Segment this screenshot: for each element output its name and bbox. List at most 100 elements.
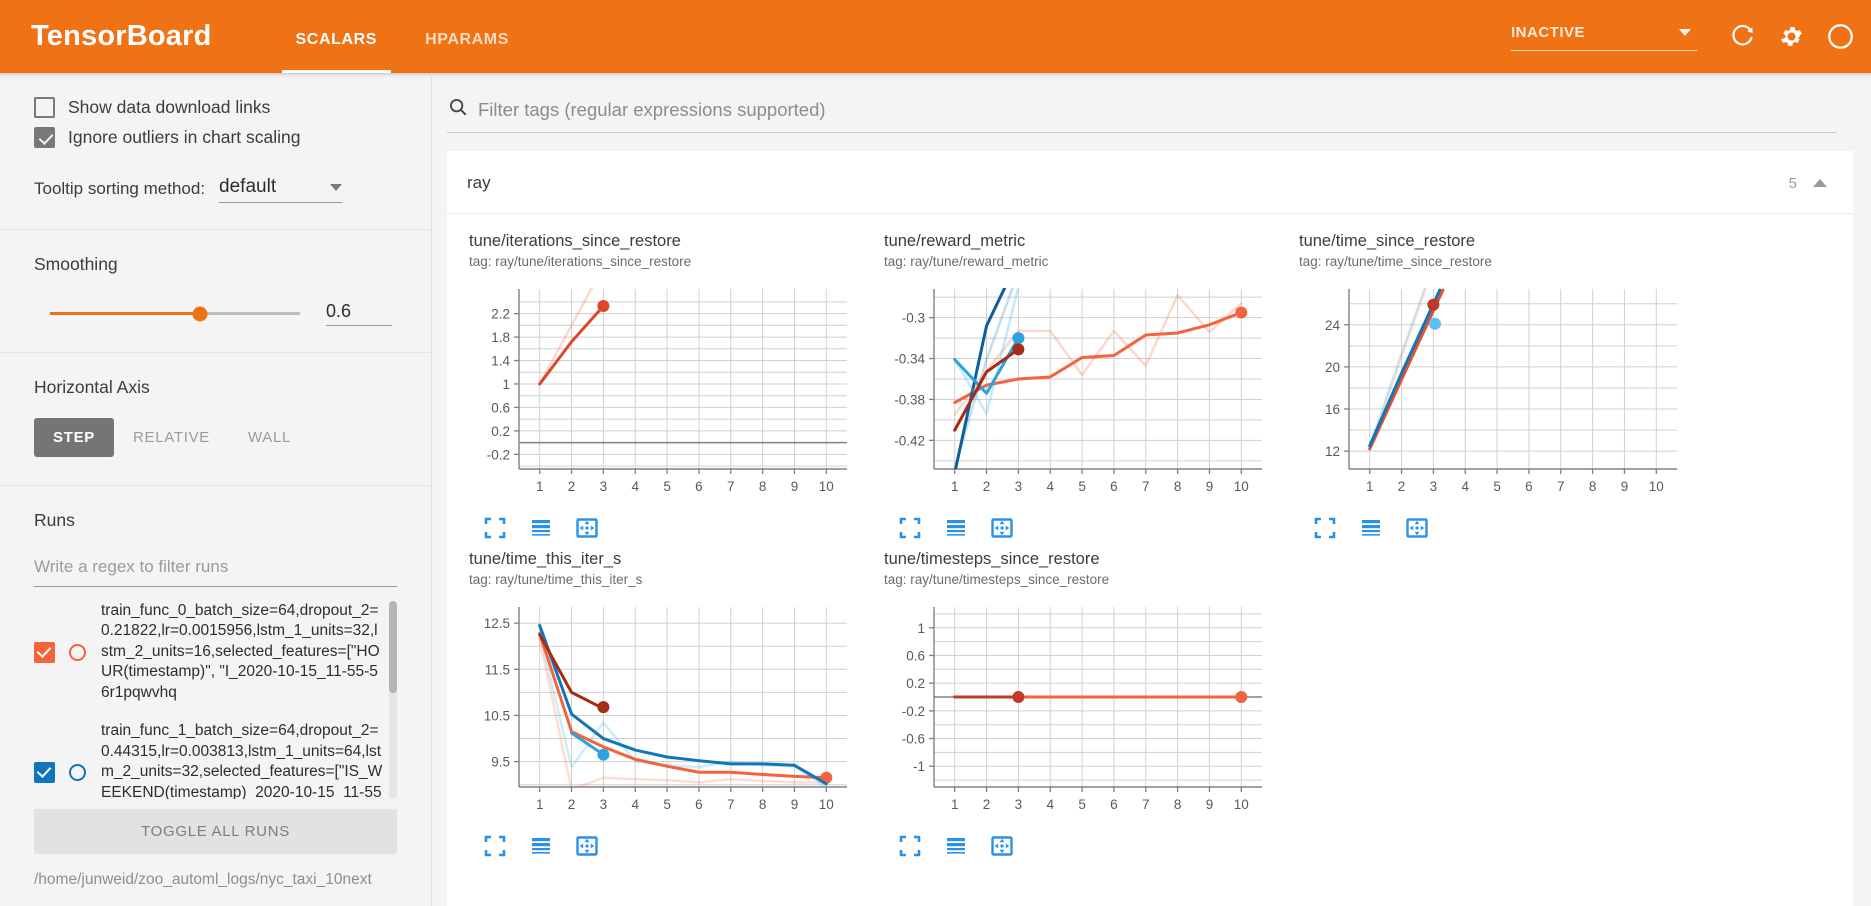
nav-tabs: SCALARS HPARAMS [272,0,533,73]
sidebar: Show data download links Ignore outliers… [0,73,432,906]
divider [0,352,431,353]
gear-icon[interactable] [1778,23,1805,50]
svg-text:4: 4 [631,479,639,494]
ignore-outliers-label: Ignore outliers in chart scaling [68,127,301,147]
haxis-wall-button[interactable]: WALL [248,429,292,446]
tag-group-meta: 5 [1789,175,1827,192]
run-name-label: train_func_0_batch_size=64,dropout_2=0.2… [101,602,380,701]
svg-text:-0.2: -0.2 [487,447,510,462]
tag-filter-row[interactable]: Filter tags (regular expressions support… [447,96,1837,133]
svg-text:9: 9 [1621,479,1629,494]
tooltip-sorting-value: default [219,176,277,197]
tooltip-sorting-row: Tooltip sorting method: default [34,176,397,229]
runs-label: Runs [34,510,75,530]
tab-scalars[interactable]: SCALARS [281,31,391,73]
expand-icon[interactable] [483,516,507,540]
smoothing-slider-thumb[interactable] [192,306,208,321]
toggle-y-axis-icon[interactable] [944,834,968,858]
svg-text:1.4: 1.4 [491,354,510,369]
svg-text:6: 6 [1110,479,1118,494]
chart-tag: tag: ray/tune/reward_metric [884,254,1049,269]
chart-card: tune/timesteps_since_restore tag: ray/tun… [876,550,1291,858]
chart-plot[interactable]: -0.2 0.2 0.6 1 1.4 1.8 2.2 1 2 3 4 5 6 7 8 9 10 [461,277,876,514]
svg-text:0.2: 0.2 [491,424,510,439]
run-list-item[interactable]: train_func_0_batch_size=64,dropout_2=0.2… [34,601,383,703]
show-download-links-row[interactable]: Show data download links [34,97,397,118]
svg-text:-0.2: -0.2 [902,704,925,719]
svg-text:1: 1 [951,797,959,812]
tooltip-sorting-select[interactable]: default [219,176,343,203]
run-color-indicator[interactable] [69,763,86,781]
svg-text:7: 7 [727,479,735,494]
chart-tag: tag: ray/tune/iterations_since_restore [469,254,692,269]
fit-domain-icon[interactable] [990,516,1014,540]
run-checkbox[interactable] [34,761,55,783]
svg-text:11.5: 11.5 [485,662,510,677]
smoothing-slider[interactable] [50,306,300,321]
svg-text:1: 1 [502,377,510,392]
svg-text:7: 7 [1142,479,1150,494]
svg-text:1.8: 1.8 [491,330,510,345]
toggle-y-axis-icon[interactable] [529,516,553,540]
expand-icon[interactable] [483,834,507,858]
expand-icon[interactable] [898,834,922,858]
chart-card: tune/time_this_iter_s tag: ray/tune/time_… [461,550,876,858]
tag-filter-input[interactable]: Filter tags (regular expressions support… [478,98,826,120]
haxis-relative-button[interactable]: RELATIVE [132,429,210,446]
svg-text:20: 20 [1325,360,1340,375]
runs-scrollbar[interactable] [389,601,397,799]
svg-text:8: 8 [1174,479,1182,494]
chart-toolbar [483,516,876,540]
toggle-y-axis-icon[interactable] [1359,516,1383,540]
svg-text:-0.42: -0.42 [894,433,925,448]
show-download-links-checkbox[interactable] [34,97,55,118]
tag-group-header[interactable]: ray 5 [447,151,1853,214]
svg-text:6: 6 [1110,797,1118,812]
chart-tag: tag: ray/tune/time_since_restore [1299,254,1492,269]
svg-text:24: 24 [1325,318,1341,333]
toggle-y-axis-icon[interactable] [529,834,553,858]
toggle-y-axis-icon[interactable] [944,516,968,540]
smoothing-value-input[interactable]: 0.6 [326,301,392,326]
run-list-item[interactable]: train_func_1_batch_size=64,dropout_2=0.4… [34,721,383,799]
fit-domain-icon[interactable] [575,834,599,858]
horizontal-axis-buttons: STEP RELATIVE WALL [34,418,397,485]
svg-text:10: 10 [1234,797,1249,812]
run-checkbox[interactable] [34,641,55,663]
svg-text:3: 3 [600,797,608,812]
ignore-outliers-checkbox[interactable] [34,127,55,148]
chart-toolbar [898,834,1291,858]
chart-plot[interactable]: -1 -0.6 -0.2 0.2 0.6 1 1 2 3 4 5 6 7 8 9 10 [876,595,1291,832]
expand-icon[interactable] [1313,516,1337,540]
reload-state-dropdown[interactable]: INACTIVE [1511,22,1697,51]
haxis-step-button[interactable]: STEP [34,418,114,457]
toggle-all-runs-button[interactable]: TOGGLE ALL RUNS [34,809,397,854]
run-color-indicator[interactable] [69,643,86,661]
runs-filter-input[interactable]: Write a regex to filter runs [34,551,397,587]
chevron-down-icon [330,183,343,191]
main-content: Filter tags (regular expressions support… [432,73,1871,906]
help-icon[interactable] [1827,23,1854,50]
svg-text:3: 3 [600,479,608,494]
fit-domain-icon[interactable] [1405,516,1429,540]
svg-text:4: 4 [1461,479,1469,494]
svg-text:1: 1 [1366,479,1374,494]
tab-hparams[interactable]: HPARAMS [425,31,509,48]
chart-plot[interactable]: 9.5 10.5 11.5 12.5 1 2 3 4 5 6 7 8 9 10 [461,595,876,832]
chart-card: tune/iterations_since_restore tag: ray/tu… [461,232,876,540]
chart-plot[interactable]: -0.42 -0.38 -0.34 -0.3 1 2 3 4 5 6 7 8 9 10 [876,277,1291,514]
fit-domain-icon[interactable] [575,516,599,540]
svg-text:6: 6 [1525,479,1533,494]
runs-scrollbar-thumb[interactable] [389,601,397,693]
refresh-icon[interactable] [1730,24,1756,50]
expand-icon[interactable] [898,516,922,540]
ignore-outliers-row[interactable]: Ignore outliers in chart scaling [34,127,397,148]
fit-domain-icon[interactable] [990,834,1014,858]
chart-plot[interactable]: 12 16 20 24 1 2 3 4 5 6 7 8 9 10 [1291,277,1706,514]
svg-text:1: 1 [917,621,925,636]
chevron-up-icon[interactable] [1813,179,1827,187]
svg-text:2: 2 [1398,479,1406,494]
chart-card: tune/reward_metric tag: ray/tune/reward_m… [876,232,1291,540]
svg-text:9: 9 [791,479,799,494]
svg-text:5: 5 [1493,479,1501,494]
